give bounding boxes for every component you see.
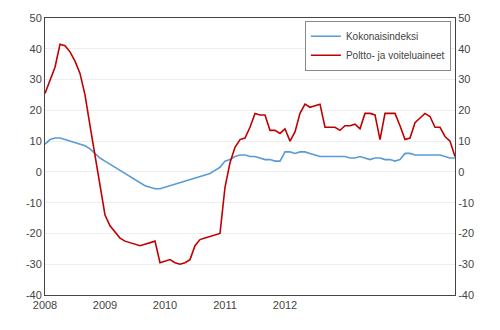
svg-text:-30: -30 xyxy=(458,258,474,270)
svg-text:-20: -20 xyxy=(458,227,474,239)
svg-text:10: 10 xyxy=(30,135,42,147)
svg-text:Kokonaisindeksi: Kokonaisindeksi xyxy=(346,31,418,42)
svg-text:2009: 2009 xyxy=(93,299,117,311)
svg-text:50: 50 xyxy=(30,12,42,24)
svg-text:0: 0 xyxy=(458,166,464,178)
svg-text:-10: -10 xyxy=(458,197,474,209)
svg-text:50: 50 xyxy=(458,12,470,24)
svg-text:20: 20 xyxy=(458,104,470,116)
svg-text:2008: 2008 xyxy=(33,299,57,311)
svg-text:-20: -20 xyxy=(26,227,42,239)
svg-text:-40: -40 xyxy=(458,289,474,301)
svg-text:30: 30 xyxy=(458,73,470,85)
svg-text:30: 30 xyxy=(30,73,42,85)
svg-text:-10: -10 xyxy=(26,197,42,209)
svg-text:-40: -40 xyxy=(26,289,42,301)
svg-text:20: 20 xyxy=(30,104,42,116)
svg-text:40: 40 xyxy=(30,43,42,55)
svg-text:2012: 2012 xyxy=(273,299,297,311)
svg-text:2010: 2010 xyxy=(153,299,177,311)
svg-text:40: 40 xyxy=(458,43,470,55)
svg-text:2011: 2011 xyxy=(213,299,237,311)
svg-text:Poltto- ja voiteluaineet: Poltto- ja voiteluaineet xyxy=(346,50,445,61)
svg-text:10: 10 xyxy=(458,135,470,147)
svg-text:0: 0 xyxy=(36,166,42,178)
svg-text:-30: -30 xyxy=(26,258,42,270)
